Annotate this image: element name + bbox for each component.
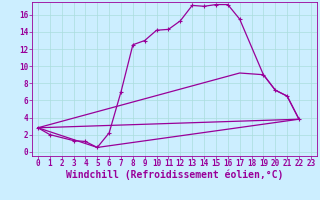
X-axis label: Windchill (Refroidissement éolien,°C): Windchill (Refroidissement éolien,°C) <box>66 170 283 180</box>
